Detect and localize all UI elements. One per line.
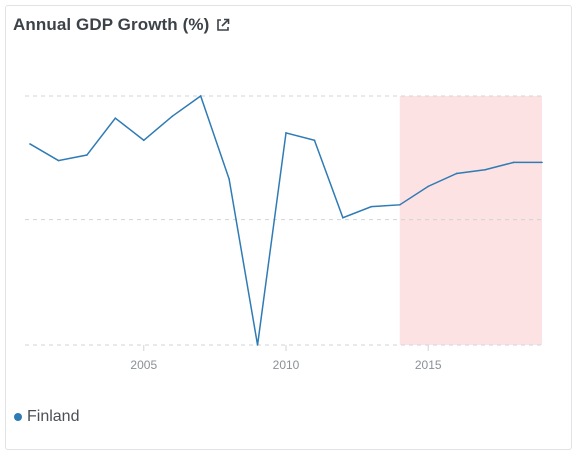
data-point-2017 [484, 168, 486, 171]
line-chart: 2005 2010 2015 [25, 94, 543, 372]
data-point-2007 [199, 95, 202, 97]
external-link-icon[interactable] [215, 17, 231, 33]
data-point-2013 [370, 205, 373, 208]
x-tick-label-2010: 2010 [273, 358, 300, 372]
chart-title: Annual GDP Growth (%) [13, 15, 210, 34]
legend-label: Finland [27, 408, 80, 425]
data-point-2014 [398, 204, 401, 206]
legend-marker-icon [14, 413, 22, 421]
data-point-2005 [142, 139, 145, 142]
data-point-2016 [455, 172, 458, 175]
x-tick-label-2015: 2015 [415, 358, 442, 372]
data-point-2002 [57, 159, 60, 162]
data-point-2001 [29, 143, 31, 145]
data-point-2019 [541, 161, 543, 164]
data-point-2011 [313, 139, 316, 142]
data-point-2015 [427, 185, 430, 188]
data-point-2008 [228, 178, 230, 180]
data-point-2009 [256, 344, 259, 346]
legend-item-finland[interactable]: Finland [14, 408, 79, 426]
data-point-2004 [114, 117, 117, 119]
data-point-2018 [512, 161, 515, 164]
highlight-band [399, 96, 542, 345]
data-point-2006 [171, 115, 174, 118]
data-point-2010 [285, 132, 287, 134]
x-tick-label-2005: 2005 [130, 358, 157, 372]
data-point-2003 [86, 154, 88, 156]
chart-header: Annual GDP Growth (%) [13, 15, 231, 35]
data-point-2012 [342, 216, 344, 219]
